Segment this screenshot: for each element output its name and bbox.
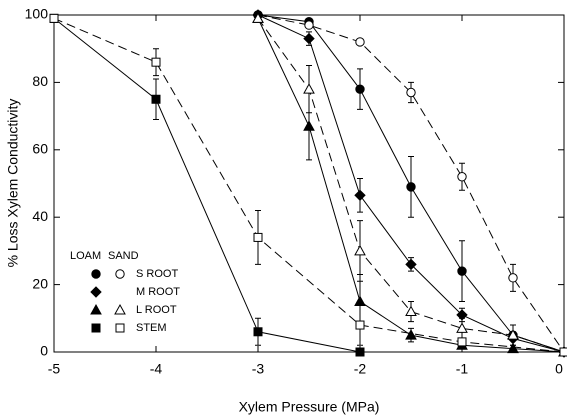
legend-marker	[115, 323, 125, 333]
data-point	[151, 94, 161, 104]
legend-marker	[114, 303, 126, 315]
plot-frame	[53, 14, 565, 353]
data-point	[355, 347, 365, 357]
data-point	[456, 322, 468, 333]
data-point	[49, 13, 59, 23]
data-point	[303, 32, 315, 45]
x-tick-label: -3	[252, 361, 265, 377]
y-tick-label: 80	[32, 73, 48, 89]
data-point	[559, 347, 567, 357]
legend-label: M ROOT	[136, 286, 180, 298]
x-axis-title: Xylem Pressure (MPa)	[239, 399, 380, 415]
legend-label: L ROOT	[136, 304, 177, 316]
data-point	[355, 84, 365, 94]
x-tick-label: -1	[456, 361, 469, 377]
legend-label: STEM	[136, 322, 167, 334]
legend-label: S ROOT	[136, 268, 178, 280]
y-tick-label: 60	[32, 141, 48, 157]
legend-marker	[90, 303, 102, 315]
data-point	[253, 327, 263, 337]
data-point	[303, 120, 315, 131]
y-axis-title: % Loss Xylem Conductivity	[5, 99, 21, 268]
data-point	[354, 189, 366, 202]
data-point	[252, 12, 264, 23]
data-point	[405, 305, 417, 317]
data-point	[151, 57, 161, 67]
legend-marker	[90, 286, 102, 298]
legend-column-header: SAND	[108, 250, 139, 262]
data-point	[405, 329, 417, 340]
y-tick-label: 20	[32, 275, 48, 291]
x-tick-label: -5	[48, 361, 61, 377]
legend-marker	[91, 323, 101, 333]
series-line	[53, 17, 361, 353]
data-point	[457, 266, 467, 276]
legend-marker	[115, 269, 125, 279]
series-line	[53, 17, 565, 353]
data-point	[507, 342, 519, 354]
data-point	[253, 232, 263, 242]
y-tick-label: 40	[32, 208, 48, 224]
data-point	[457, 172, 467, 182]
y-tick-label: 0	[40, 343, 48, 359]
data-point	[508, 273, 518, 283]
data-point	[355, 37, 365, 47]
data-point	[457, 337, 467, 347]
data-point	[303, 83, 315, 94]
x-tick-label: -4	[150, 361, 163, 377]
y-tick-label: 100	[25, 6, 49, 22]
x-tick-label: -2	[354, 361, 367, 377]
data-point	[354, 295, 366, 306]
data-point	[304, 20, 314, 30]
data-point	[354, 244, 366, 256]
data-point	[355, 320, 365, 330]
data-point	[507, 329, 519, 340]
data-point	[406, 182, 416, 192]
legend-column-header: LOAM	[70, 250, 101, 262]
data-point	[405, 258, 417, 271]
data-point	[406, 87, 416, 98]
legend-marker	[91, 269, 101, 279]
x-tick-label: 0	[555, 361, 563, 377]
